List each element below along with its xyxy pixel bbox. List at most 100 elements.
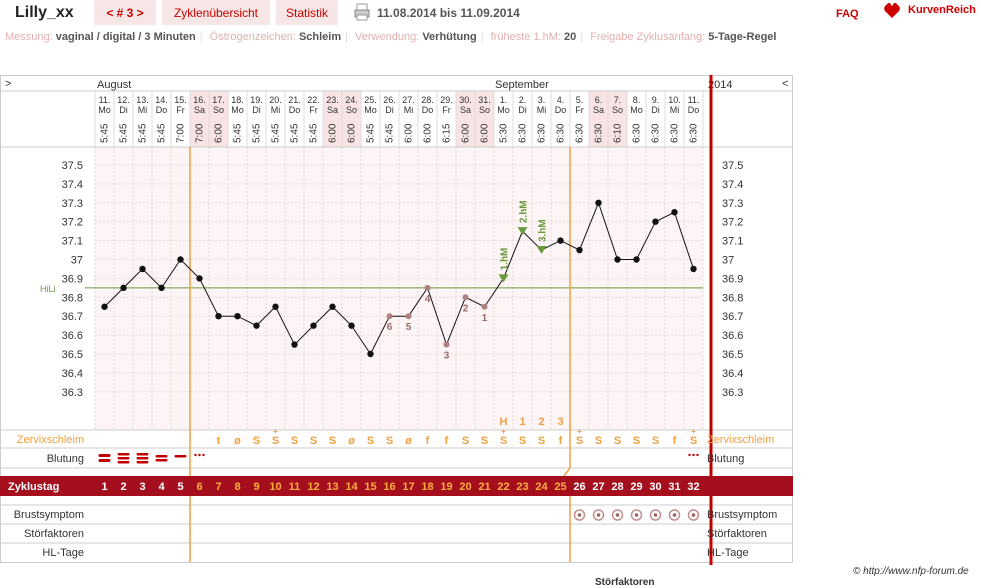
day-date: 17.	[212, 95, 225, 105]
lower-measurement-label: 3	[444, 351, 450, 362]
temp-tick-label: 36.8	[722, 292, 743, 304]
cycleday-label: Zyklustag	[8, 481, 59, 493]
peak-marker: 3	[557, 416, 563, 428]
row-label-bleeding: Blutung	[47, 453, 84, 465]
cervix-value: S	[310, 435, 317, 447]
copyright: © http://www.nfp-forum.de	[853, 566, 969, 577]
day-weekday: Sa	[593, 105, 604, 115]
day-weekday: Di	[119, 105, 128, 115]
printer-icon[interactable]	[354, 3, 370, 21]
temp-tick-label: 37.3	[722, 198, 743, 210]
cervix-value: f	[426, 435, 430, 447]
day-time: 6:00	[461, 123, 472, 143]
setting-value: Verhütung	[422, 31, 477, 43]
day-weekday: Mi	[271, 105, 281, 115]
temp-tick-label: 37.2	[722, 217, 743, 229]
day-date: 26.	[383, 95, 396, 105]
row-label-breast: Brustsymptom	[14, 509, 84, 521]
day-time: 5:45	[100, 123, 111, 143]
day-date: 1.	[500, 95, 508, 105]
day-date: 24.	[345, 95, 358, 105]
day-weekday: Mo	[231, 105, 244, 115]
faq-link[interactable]: FAQ	[836, 8, 859, 20]
bleeding-mark	[136, 453, 149, 456]
date-range: 11.08.2014 bis 11.09.2014	[377, 6, 520, 20]
day-date: 23.	[326, 95, 339, 105]
setting-label: Verwendung:	[355, 31, 420, 43]
temperature-point	[101, 303, 108, 310]
lower-measurement-label: 5	[406, 322, 412, 333]
temperature-point	[481, 303, 488, 310]
day-weekday: Mo	[630, 105, 643, 115]
temperature-point	[310, 322, 317, 329]
cervix-value: S	[386, 435, 393, 447]
chart-frame	[0, 75, 793, 563]
cycleday-number: 28	[611, 481, 623, 493]
day-time: 5:45	[271, 123, 282, 143]
day-weekday: Do	[289, 105, 301, 115]
tab-cycle-overview[interactable]: Zyklenübersicht	[162, 0, 270, 25]
day-weekday: Sa	[194, 105, 205, 115]
bleeding-mark	[155, 455, 168, 458]
heart-logo-icon[interactable]	[882, 2, 902, 20]
day-weekday: Di	[651, 105, 660, 115]
day-time: 6:30	[651, 123, 662, 143]
day-date: 21.	[288, 95, 301, 105]
temperature-point	[234, 313, 241, 320]
day-date: 10.	[668, 95, 681, 105]
tab-statistics[interactable]: Statistik	[276, 0, 338, 25]
nav-prev-arrow: >	[5, 78, 11, 90]
cervix-plus: +	[691, 427, 696, 436]
bleeding-mark	[136, 461, 149, 464]
cervix-value: S	[633, 435, 640, 447]
cycleday-bar	[0, 476, 793, 496]
cervix-value: S	[462, 435, 469, 447]
cycleday-number: 17	[402, 481, 414, 493]
peak-marker: 2	[538, 416, 544, 428]
temperature-point	[614, 256, 621, 263]
day-date: 7.	[614, 95, 622, 105]
breast-symptom-icon	[672, 513, 677, 517]
day-time: 5:45	[385, 123, 396, 143]
cycleday-number: 20	[459, 481, 471, 493]
lower-measurement-label: 1	[482, 313, 488, 324]
cycleday-number: 32	[687, 481, 699, 493]
spotting-dot	[198, 453, 201, 457]
day-time: 6:30	[575, 123, 586, 143]
day-weekday: Do	[555, 105, 567, 115]
brand-link[interactable]: KurvenReich	[908, 4, 976, 16]
cycleday-number: 25	[554, 481, 566, 493]
setting-value: 20	[564, 31, 577, 43]
spotting-dot	[194, 453, 197, 457]
cycle-settings: Messung: vaginal / digital / 3 Minuten | …	[5, 31, 777, 43]
weekend-shade	[342, 91, 361, 147]
row-label-bleeding: Blutung	[707, 453, 744, 465]
bleeding-mark	[117, 453, 130, 456]
cycle-nav-button[interactable]: < # 3 >	[94, 0, 156, 25]
cervix-value: S	[652, 435, 659, 447]
cycleday-number: 2	[120, 481, 126, 493]
cycleday-number: 11	[289, 481, 301, 493]
day-date: 9.	[652, 95, 660, 105]
day-weekday: Mi	[138, 105, 148, 115]
cycleday-number: 8	[234, 481, 240, 493]
cervix-value: S	[367, 435, 374, 447]
cycleday-number: 18	[421, 481, 433, 493]
cycleday-number: 4	[158, 481, 165, 493]
cycleday-number: 6	[196, 481, 202, 493]
temperature-point	[329, 303, 336, 310]
temperature-point	[498, 274, 509, 283]
weekend-shade	[323, 91, 342, 147]
day-time: 6:30	[670, 123, 681, 143]
day-weekday: So	[213, 105, 224, 115]
lower-measurement-label: 4	[425, 294, 431, 305]
day-weekday: Mo	[98, 105, 111, 115]
cervix-value: S	[253, 435, 260, 447]
cycleday-number: 16	[383, 481, 395, 493]
cervix-plus: +	[577, 427, 582, 436]
bleeding-mark	[155, 459, 168, 462]
temp-tick-label: 36.9	[62, 273, 83, 285]
evaluation-line	[563, 467, 571, 477]
day-time: 6:30	[632, 123, 643, 143]
day-time: 6:00	[423, 123, 434, 143]
